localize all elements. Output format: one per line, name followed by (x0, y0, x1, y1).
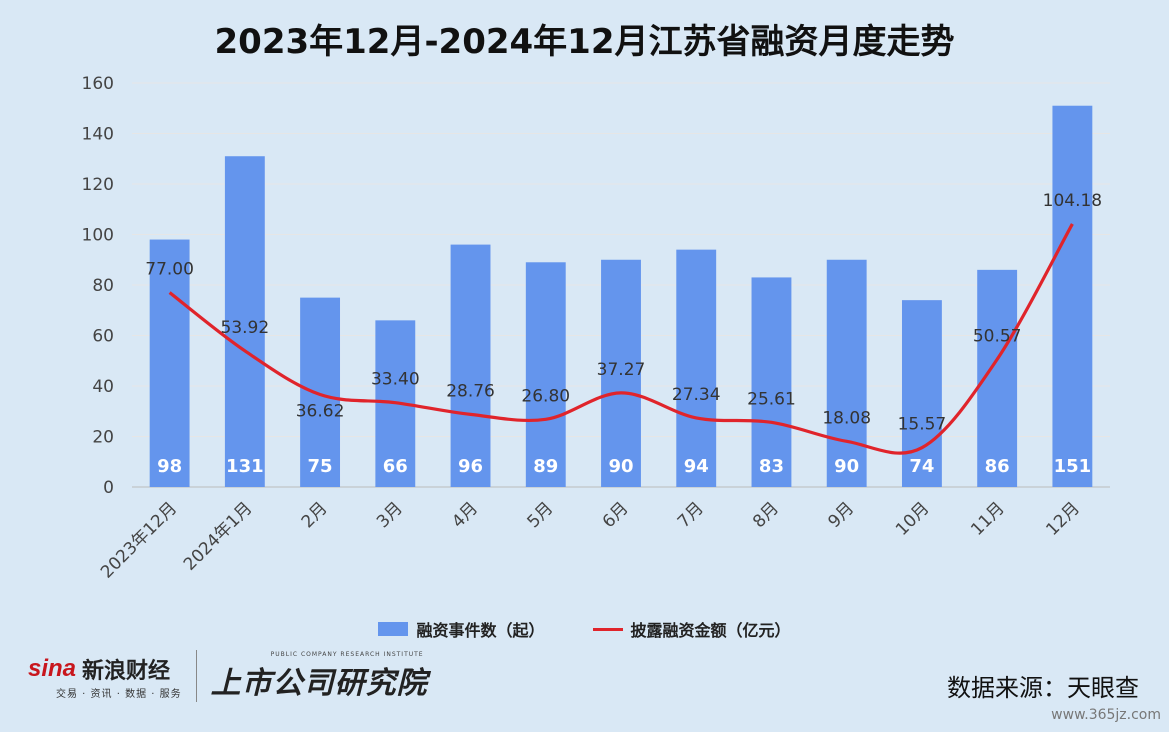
line-value-label: 36.62 (296, 402, 345, 422)
bar-value-label: 131 (226, 456, 264, 477)
bar-value-label: 75 (308, 456, 333, 477)
sina-tagline: 交易 · 资讯 · 数据 · 服务 (56, 688, 182, 700)
line-value-label: 18.08 (822, 408, 871, 428)
legend: 融资事件数（起） 披露融资金额（亿元） (0, 617, 1169, 641)
bar (901, 300, 942, 487)
x-tick-label: 11月 (967, 498, 1008, 539)
x-tick-label: 7月 (674, 498, 708, 532)
line-value-label: 25.61 (747, 389, 796, 409)
bar-value-label: 89 (533, 456, 558, 477)
x-tick-label: 2月 (298, 498, 332, 532)
x-tick-label: 2024年1月 (180, 498, 256, 574)
y-tick-label: 60 (92, 327, 114, 347)
y-tick-label: 40 (92, 377, 114, 397)
x-tick-label: 10月 (892, 498, 933, 539)
bar-value-label: 90 (608, 456, 633, 477)
bar-value-label: 66 (383, 456, 408, 477)
research-institute-cn: 上市公司研究院 (210, 665, 428, 701)
watermark: www.365jz.com (1051, 707, 1161, 723)
x-tick-label: 2023年12月 (97, 498, 181, 582)
line-value-label: 26.80 (521, 386, 570, 406)
bar-value-label: 94 (684, 456, 709, 477)
bar-value-label: 151 (1054, 456, 1092, 477)
line-value-label: 37.27 (597, 360, 646, 380)
bar (751, 277, 792, 487)
amount-line (168, 223, 1074, 455)
y-tick-label: 140 (82, 125, 114, 145)
bar-value-label: 90 (834, 456, 859, 477)
y-axis-ticks: 0 20 40 60 80 100 120 140 160 (82, 74, 114, 498)
research-institute-en: PUBLIC COMPANY RESEARCH INSTITUTE (270, 650, 424, 658)
legend-item-bar[interactable]: 融资事件数（起） (378, 617, 545, 641)
footer-logos: sina 新浪财经 交易 · 资讯 · 数据 · 服务 PUBLIC COMPA… (28, 650, 428, 702)
line-value-label: 77.00 (145, 260, 194, 280)
chart-title: 2023年12月-2024年12月江苏省融资月度走势 (214, 22, 955, 62)
bar (300, 297, 341, 487)
legend-line-label: 披露融资金额（亿元） (630, 621, 791, 640)
x-tick-label: 12月 (1042, 498, 1083, 539)
bar (525, 262, 566, 487)
data-source: 数据来源：天眼查 (947, 674, 1139, 702)
x-tick-label: 8月 (749, 498, 783, 532)
bar (149, 239, 190, 487)
legend-item-line[interactable]: 披露融资金额（亿元） (592, 617, 791, 641)
bar (1052, 105, 1093, 487)
x-tick-label: 6月 (599, 498, 633, 532)
sina-wordmark: sina (28, 654, 77, 682)
legend-bar-label: 融资事件数（起） (416, 621, 545, 640)
bar-value-label: 74 (909, 456, 934, 477)
logo-divider (195, 650, 197, 702)
legend-line-swatch (592, 627, 623, 631)
line-value-label: 104.18 (1043, 191, 1102, 211)
y-tick-label: 160 (82, 74, 114, 94)
y-tick-label: 100 (82, 226, 114, 246)
sina-finance-logo: sina 新浪财经 交易 · 资讯 · 数据 · 服务 (28, 653, 182, 700)
x-tick-label: 3月 (373, 498, 407, 532)
x-tick-label: 5月 (523, 498, 557, 532)
bar (826, 259, 867, 487)
bar-value-label: 83 (759, 456, 784, 477)
bar (224, 156, 265, 487)
line-value-label: 50.57 (973, 326, 1022, 346)
research-institute-logo: PUBLIC COMPANY RESEARCH INSTITUTE 上市公司研究… (211, 651, 428, 702)
line-layer: 77.00 53.92 36.62 33.40 28.76 26.80 37.27 27.34… (145, 191, 1102, 455)
bar-value-label: 98 (157, 456, 182, 477)
y-tick-label: 0 (103, 478, 114, 498)
x-tick-label: 9月 (824, 498, 858, 532)
line-value-label: 27.34 (672, 385, 721, 405)
bar-layer: 98 131 75 66 96 89 90 94 83 90 74 86 151 (149, 105, 1093, 487)
line-value-label: 15.57 (898, 415, 947, 435)
sina-finance-name: 新浪财经 (82, 658, 171, 684)
y-tick-label: 80 (92, 276, 114, 296)
legend-bar-swatch (378, 622, 409, 636)
y-tick-label: 120 (82, 175, 114, 195)
bar (450, 244, 491, 487)
y-tick-label: 20 (92, 428, 114, 448)
bar (601, 259, 641, 487)
bar (676, 249, 717, 487)
x-tick-label: 4月 (448, 498, 482, 532)
line-value-label: 53.92 (221, 318, 270, 338)
line-value-label: 33.40 (371, 370, 420, 390)
bar-value-label: 96 (458, 456, 483, 477)
bar-value-label: 86 (985, 456, 1010, 477)
line-value-label: 28.76 (446, 381, 495, 401)
